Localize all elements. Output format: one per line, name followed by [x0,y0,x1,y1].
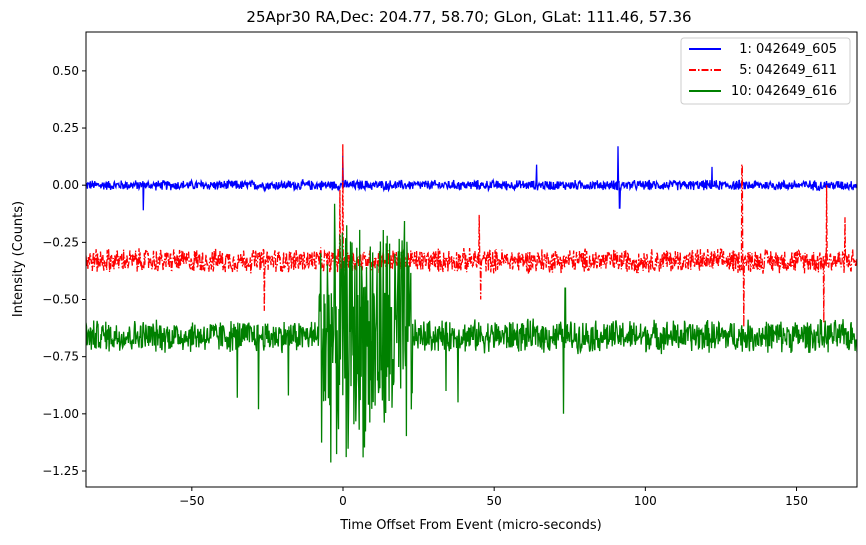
x-tick-label: 150 [785,494,808,508]
legend-label-5: 5: 042649_611 [731,63,837,78]
y-tick-label: −1.25 [42,464,79,478]
legend-frame [680,37,851,105]
y-axis: 0.50 0.25 0.00 −0.25 −0.50 −0.75 −1.00 −1.25 [42,64,86,478]
x-axis-label: Time Offset From Event (micro-seconds) [339,518,602,533]
y-tick-label: 0.50 [52,64,79,78]
x-axis: −50 0 50 100 150 [179,487,808,508]
series-line-10 [86,203,857,463]
y-tick-label: −0.75 [42,350,79,364]
legend-label-1: 1: 042649_605 [731,42,837,57]
legend-label-10: 10: 042649_616 [731,84,837,99]
x-tick-label: 50 [487,494,502,508]
x-tick-label: 0 [339,494,347,508]
y-tick-label: −0.25 [42,235,79,249]
series-line-1 [86,146,857,211]
series-line-5 [86,143,857,327]
chart-title: 25Apr30 RA,Dec: 204.77, 58.70; GLon, GLa… [246,8,691,26]
y-tick-label: −1.00 [42,407,79,421]
x-tick-label: 100 [634,494,657,508]
series-layer [86,143,857,463]
y-axis-label: Intensity (Counts) [11,201,26,317]
x-tick-label: −50 [179,494,204,508]
y-tick-label: 0.00 [52,178,79,192]
y-tick-label: 0.25 [52,121,79,135]
legend: 1: 042649_605 5: 042649_611 10: 042649_6… [680,37,851,105]
y-tick-label: −0.50 [42,293,79,307]
plot-frame [85,31,858,488]
